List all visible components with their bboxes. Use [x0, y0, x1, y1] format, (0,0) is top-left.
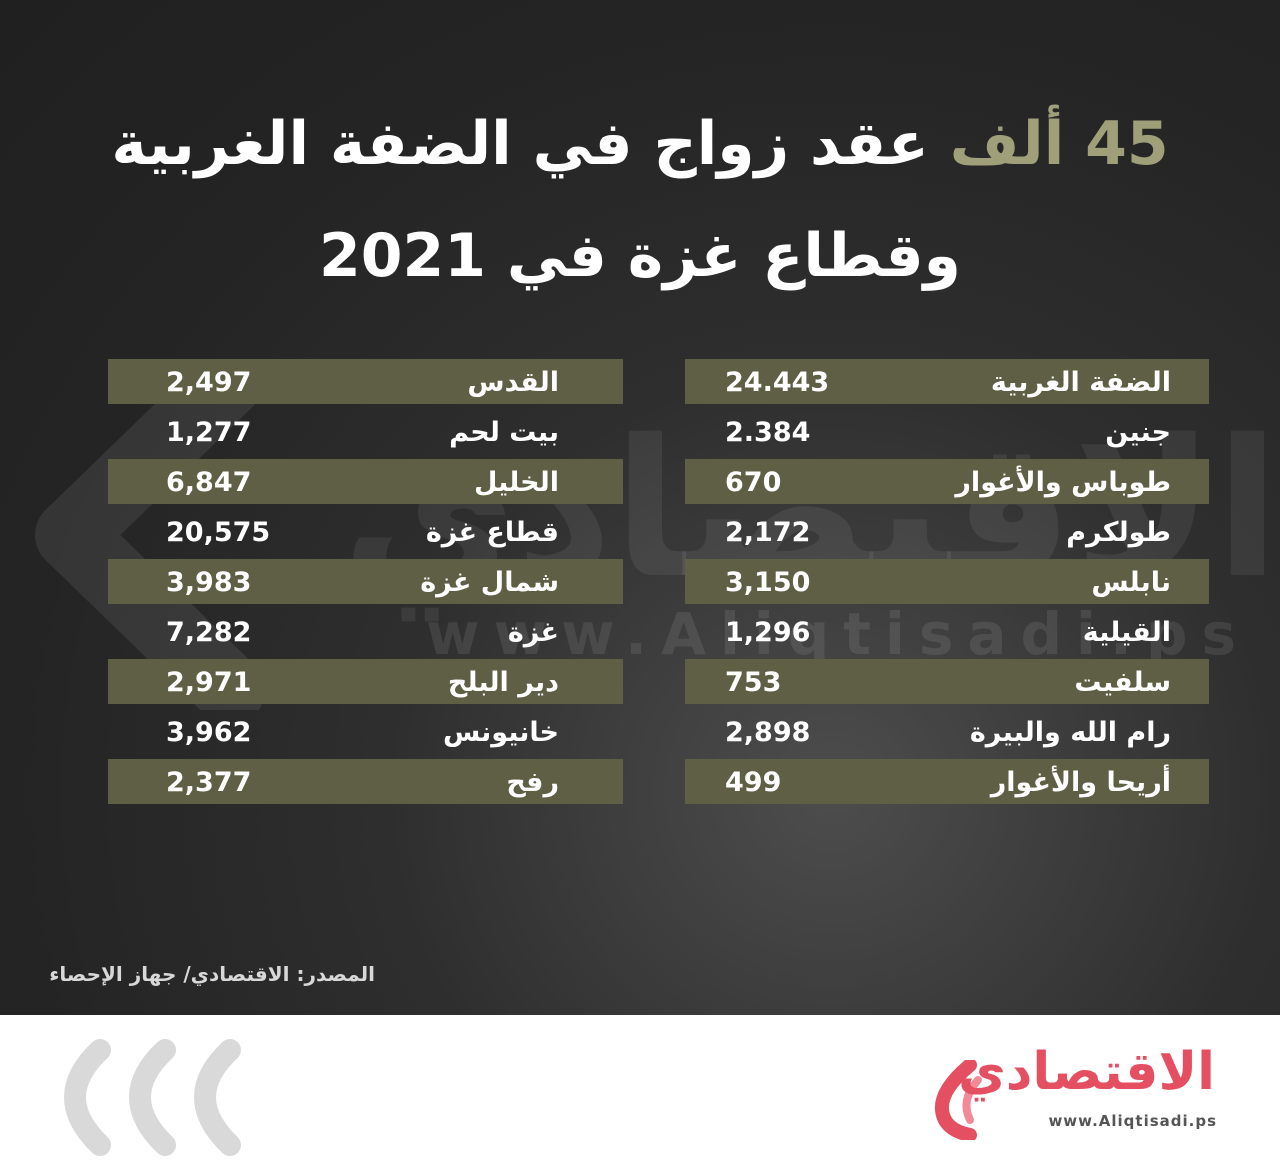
region-name: دير البلح [447, 667, 559, 698]
watermark-chevron-icon [35, 360, 265, 710]
title-accent: 45 ألف [949, 109, 1169, 179]
table-row: القدس 2,497 [108, 359, 623, 404]
region-name: الضفة الغربية [990, 367, 1171, 398]
region-name: القيلية [1082, 617, 1171, 648]
table-row: طولكرم 2,172 [685, 509, 1209, 554]
table-row: أريحا والأغوار 499 [685, 759, 1209, 804]
title-line-1-rest: عقد زواج في الضفة الغربية [111, 109, 929, 179]
logo-mark-icon [934, 1060, 982, 1140]
contract-count: 2.384 [725, 417, 811, 448]
brand-logo: الاقتصادي www.Aliqtisadi.ps [930, 1042, 1220, 1150]
table-row: الخليل 6,847 [108, 459, 623, 504]
contract-count: 3,962 [166, 717, 252, 748]
region-name: الخليل [474, 467, 559, 498]
footer: الاقتصادي www.Aliqtisadi.ps [0, 1015, 1280, 1170]
watermark-url: www.Aliqtisadi.ps [426, 600, 1250, 668]
region-name: سلفيت [1074, 667, 1171, 698]
table-row: خانيونس 3,962 [108, 709, 623, 754]
regions-table: القدس 2,497 بيت لحم 1,277 الخليل 6,847 قطاع غز… [108, 359, 623, 809]
region-name: طولكرم [1066, 517, 1171, 548]
contract-count: 3,150 [725, 567, 811, 598]
source-note: المصدر: الاقتصادي/ جهاز الإحصاء [49, 962, 375, 986]
contract-count: 753 [725, 667, 782, 698]
contract-count: 2,377 [166, 767, 252, 798]
contract-count: 7,282 [166, 617, 252, 648]
region-name: نابلس [1091, 567, 1171, 598]
table-row: الضفة الغربية 24.443 [685, 359, 1209, 404]
region-name: رفح [506, 767, 559, 798]
logo-url: www.Aliqtisadi.ps [1048, 1112, 1217, 1130]
region-name: جنين [1105, 417, 1171, 448]
table-row: جنين 2.384 [685, 409, 1209, 454]
contract-count: 499 [725, 767, 782, 798]
contract-count: 6,847 [166, 467, 252, 498]
table-row: غزة 7,282 [108, 609, 623, 654]
table-row: رام الله والبيرة 2,898 [685, 709, 1209, 754]
table-row: قطاع غزة 20,575 [108, 509, 623, 554]
region-name: بيت لحم [449, 417, 559, 448]
contract-count: 1,296 [725, 617, 811, 648]
contract-count: 2,971 [166, 667, 252, 698]
contract-count: 24.443 [725, 367, 830, 398]
region-name: خانيونس [443, 717, 559, 748]
chevrons-left-icon [64, 1039, 241, 1156]
contract-count: 670 [725, 467, 782, 498]
contract-count: 3,983 [166, 567, 252, 598]
region-name: شمال غزة [420, 567, 559, 598]
table-row: رفح 2,377 [108, 759, 623, 804]
title-line-1: 45 ألف عقد زواج في الضفة الغربية [60, 88, 1220, 200]
region-name: غزة [507, 617, 559, 648]
region-name: قطاع غزة [425, 517, 559, 548]
title-line-2: وقطاع غزة في 2021 [319, 221, 961, 291]
table-row: بيت لحم 1,277 [108, 409, 623, 454]
table-row: نابلس 3,150 [685, 559, 1209, 604]
contract-count: 2,898 [725, 717, 811, 748]
table-row: شمال غزة 3,983 [108, 559, 623, 604]
region-name: القدس [467, 367, 559, 398]
contract-count: 20,575 [166, 517, 271, 548]
table-row: طوباس والأغوار 670 [685, 459, 1209, 504]
infographic-panel: الاقتصادي www.Aliqtisadi.ps 45 ألف عقد ز… [0, 0, 1280, 1015]
contract-count: 1,277 [166, 417, 252, 448]
region-name: رام الله والبيرة [969, 717, 1171, 748]
region-name: أريحا والأغوار [990, 767, 1171, 798]
logo-name: الاقتصادي [958, 1042, 1215, 1102]
region-name: طوباس والأغوار [955, 467, 1171, 498]
table-row: دير البلح 2,971 [108, 659, 623, 704]
page-title: 45 ألف عقد زواج في الضفة الغربية وقطاع غ… [60, 88, 1220, 312]
west-bank-table: الضفة الغربية 24.443 جنين 2.384 طوباس والأغو… [685, 359, 1209, 809]
contract-count: 2,172 [725, 517, 811, 548]
contract-count: 2,497 [166, 367, 252, 398]
table-row: القيلية 1,296 [685, 609, 1209, 654]
table-row: سلفيت 753 [685, 659, 1209, 704]
